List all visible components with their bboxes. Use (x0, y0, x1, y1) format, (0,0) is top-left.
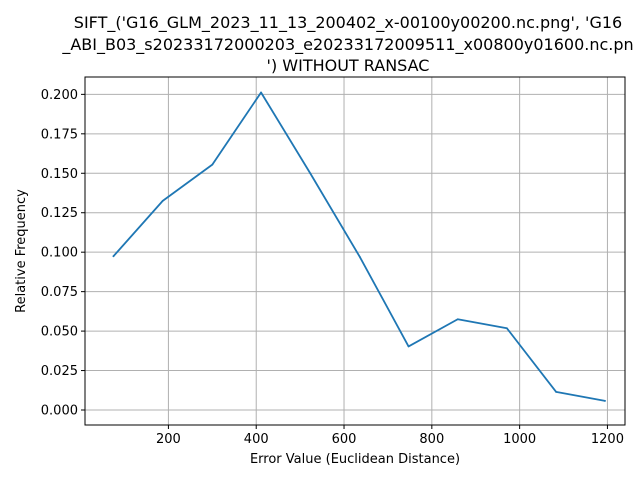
x-tick-label: 800 (419, 432, 444, 447)
x-tick-label: 600 (332, 432, 357, 447)
x-tick-label: 400 (244, 432, 269, 447)
x-tick-label: 200 (156, 432, 181, 447)
y-tick-label: 0.150 (41, 167, 78, 182)
x-tick-label: 1200 (591, 432, 624, 447)
x-axis-label: Error Value (Euclidean Distance) (250, 452, 460, 467)
y-tick-label: 0.025 (41, 364, 78, 379)
y-tick-label: 0.075 (41, 285, 78, 300)
data-point (358, 256, 361, 258)
y-tick-label: 0.125 (41, 206, 78, 221)
data-point (112, 255, 115, 258)
y-tick-label: 0.100 (41, 246, 78, 261)
data-point (506, 327, 508, 330)
data-point (161, 199, 164, 202)
data-point (603, 399, 606, 402)
data-point (555, 390, 557, 393)
grid (85, 77, 625, 425)
data-point (309, 172, 312, 175)
y-tick-label: 0.050 (41, 325, 78, 340)
series-layer (112, 91, 606, 402)
data-point (211, 163, 214, 166)
y-axis-ticks: 0.000 0.025 0.050 0.075 0.100 0.125 0.150 0.175… (41, 88, 85, 419)
y-tick-label: 0.000 (41, 404, 78, 419)
data-point (456, 318, 459, 321)
chart-title: SIFT_('G16_GLM_2023_11_13_200402_x-00100… (61, 13, 633, 75)
chart-title-line-2: _ABI_B03_s20233172000203_e20233172009511… (61, 35, 633, 55)
chart-title-line-1: SIFT_('G16_GLM_2023_11_13_200402_x-00100… (74, 13, 622, 33)
y-tick-label: 0.200 (41, 88, 78, 103)
x-tick-label: 1000 (503, 432, 536, 447)
y-axis-label: Relative Frequency (14, 189, 29, 313)
chart-title-line-3: ') WITHOUT RANSAC (267, 56, 430, 75)
data-point (407, 345, 410, 348)
plot-area-frame (84, 76, 626, 426)
x-axis-ticks: 200 400 600 800 1000 1200 (156, 425, 624, 447)
y-tick-label: 0.175 (41, 127, 78, 142)
data-point (260, 91, 262, 94)
